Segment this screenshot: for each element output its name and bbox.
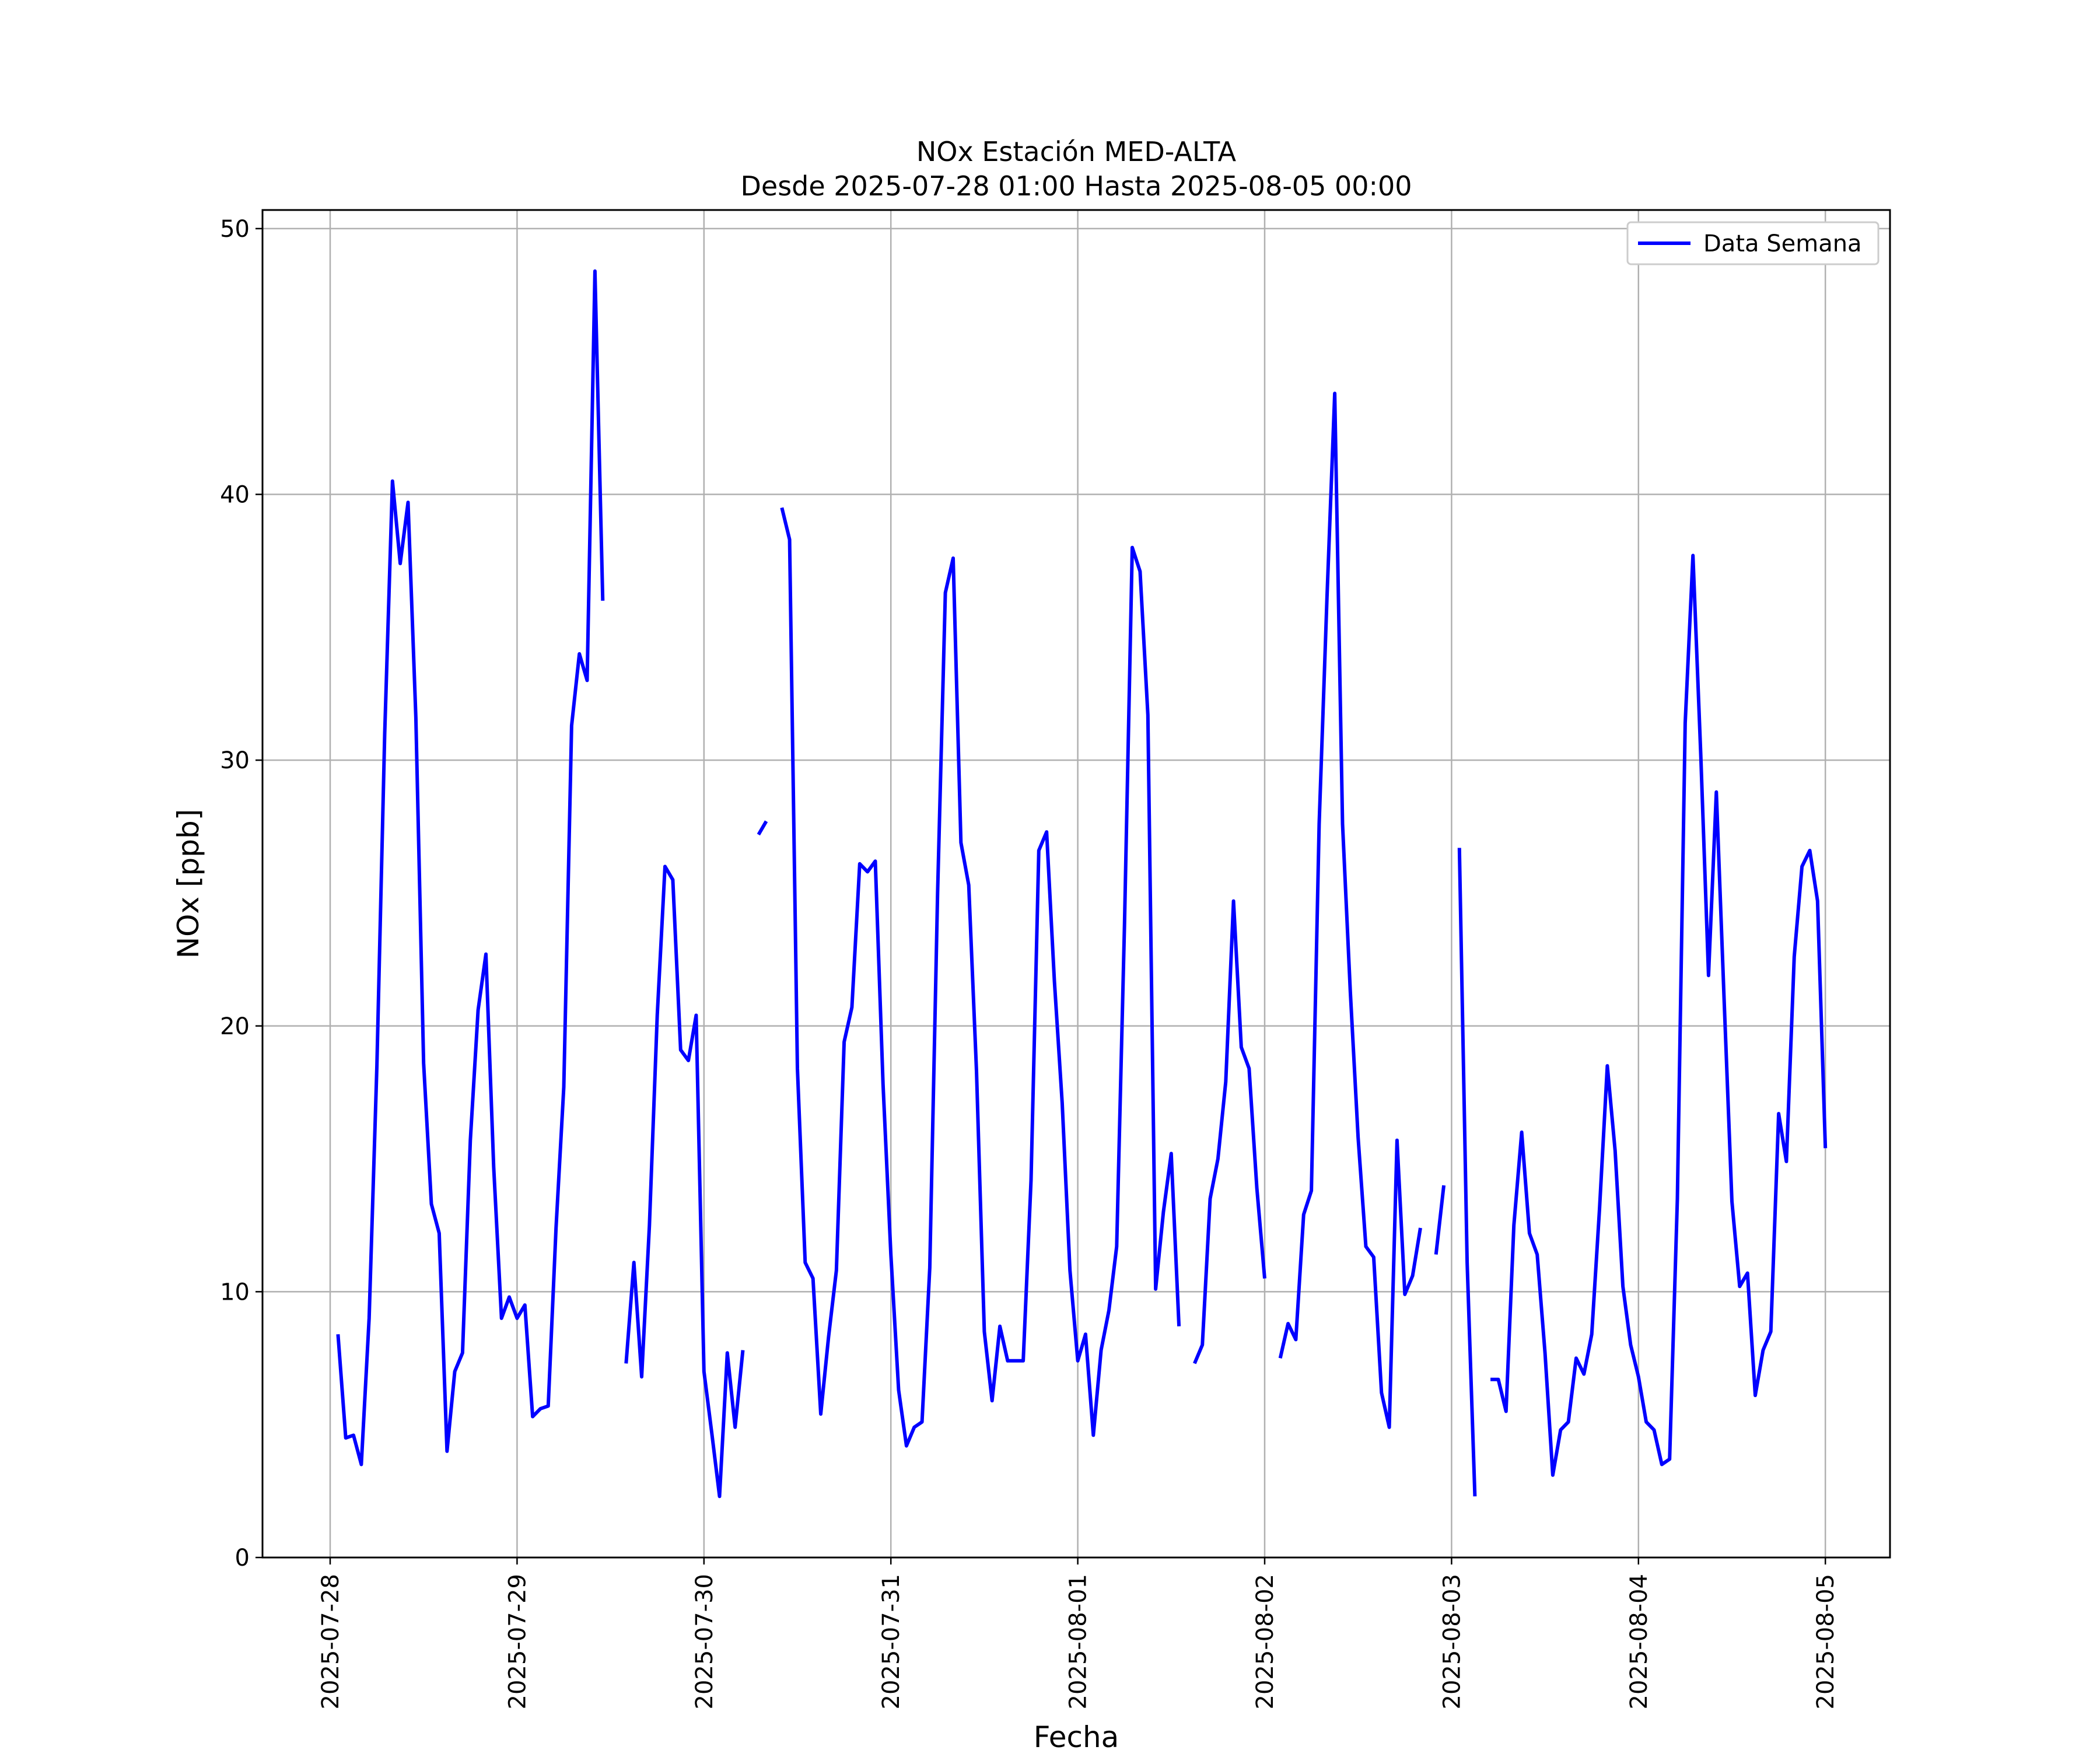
series-line-segment xyxy=(1434,1185,1446,1255)
series-line-segment xyxy=(1457,848,1477,1497)
x-tick-label: 2025-08-03 xyxy=(1438,1574,1465,1709)
legend-label: Data Semana xyxy=(1703,230,1862,257)
series-line-segment xyxy=(336,269,605,1466)
grid xyxy=(262,210,1890,1559)
y-axis-label: NOx [ppb] xyxy=(172,809,205,958)
y-tick-label: 20 xyxy=(220,1013,250,1040)
series-line-segment xyxy=(624,864,745,1499)
series-line-segment xyxy=(1193,899,1266,1364)
x-tick-label: 2025-07-29 xyxy=(504,1574,531,1709)
plot-frame xyxy=(261,209,1891,1559)
y-tick-label: 10 xyxy=(220,1279,250,1306)
series-line-segment xyxy=(780,507,1181,1448)
y-tick-label: 30 xyxy=(220,747,250,774)
x-tick-label: 2025-07-30 xyxy=(691,1574,718,1709)
series-line-segment xyxy=(1278,391,1422,1429)
series-line-segment xyxy=(757,820,768,836)
y-tick-label: 40 xyxy=(220,482,250,509)
x-tick-label: 2025-08-05 xyxy=(1812,1574,1839,1709)
chart-title-line2: Desde 2025-07-28 01:00 Hasta 2025-08-05 … xyxy=(740,170,1412,202)
x-tick-label: 2025-08-04 xyxy=(1626,1574,1653,1709)
y-tick-label: 0 xyxy=(235,1545,250,1572)
x-axis-label: Fecha xyxy=(1034,1720,1119,1750)
x-tick-label: 2025-08-01 xyxy=(1065,1574,1092,1709)
legend: Data Semana xyxy=(1626,221,1880,265)
legend-box xyxy=(1626,221,1880,265)
chart-title-line1: NOx Estación MED-ALTA xyxy=(916,136,1237,167)
data-series-lines xyxy=(336,269,1828,1499)
axis-ticks: 0 10 20 30 40 50 2025-07-28 2025-07-29 2025-07-3… xyxy=(220,216,1839,1710)
series-line-segment xyxy=(1490,554,1828,1477)
x-tick-label: 2025-08-02 xyxy=(1252,1574,1279,1709)
x-tick-label: 2025-07-31 xyxy=(878,1574,905,1709)
y-tick-label: 50 xyxy=(220,216,250,243)
x-tick-label: 2025-07-28 xyxy=(317,1574,344,1709)
